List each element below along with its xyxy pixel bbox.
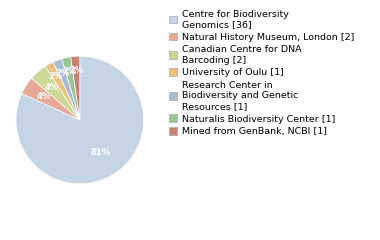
Text: 2%: 2% (49, 72, 63, 81)
Text: 4%: 4% (44, 83, 59, 92)
Wedge shape (45, 62, 80, 120)
Text: 4%: 4% (36, 92, 51, 101)
Wedge shape (62, 57, 80, 120)
Wedge shape (32, 66, 80, 120)
Legend: Centre for Biodiversity
Genomics [36], Natural History Museum, London [2], Canad: Centre for Biodiversity Genomics [36], N… (169, 10, 354, 136)
Wedge shape (71, 56, 80, 120)
Text: 2%: 2% (62, 67, 76, 76)
Wedge shape (22, 78, 80, 120)
Text: 81%: 81% (90, 148, 111, 157)
Wedge shape (16, 56, 144, 184)
Wedge shape (53, 59, 80, 120)
Text: 2%: 2% (69, 66, 83, 75)
Text: 2%: 2% (55, 69, 70, 78)
